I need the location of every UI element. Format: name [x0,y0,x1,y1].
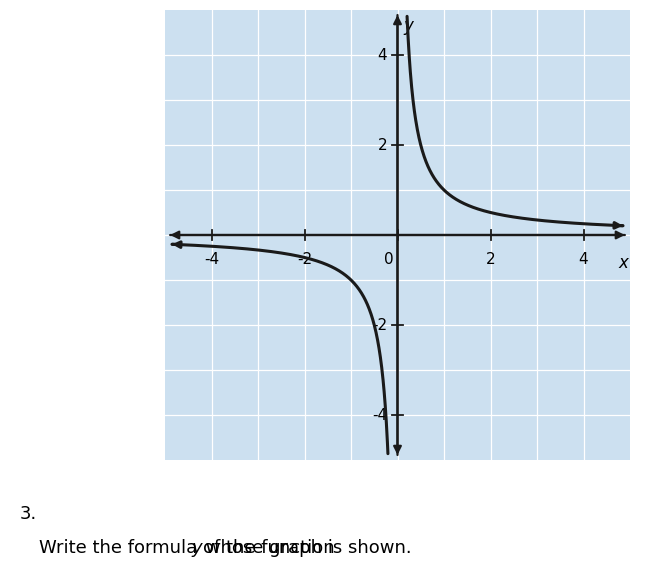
Text: 4: 4 [378,48,388,63]
Text: -2: -2 [372,317,388,332]
Text: 2: 2 [378,137,388,153]
Text: whose graph is shown.: whose graph is shown. [199,539,411,557]
Text: 4: 4 [578,252,588,267]
Text: 0: 0 [384,252,394,267]
Text: 3.: 3. [20,505,37,523]
Text: 2: 2 [486,252,495,267]
Text: x: x [619,254,628,272]
Text: y: y [403,17,413,35]
Text: y: y [191,539,202,557]
Text: -4: -4 [372,408,388,422]
Text: Write the formula of the function: Write the formula of the function [39,539,341,557]
Text: -2: -2 [297,252,312,267]
Text: -4: -4 [204,252,219,267]
